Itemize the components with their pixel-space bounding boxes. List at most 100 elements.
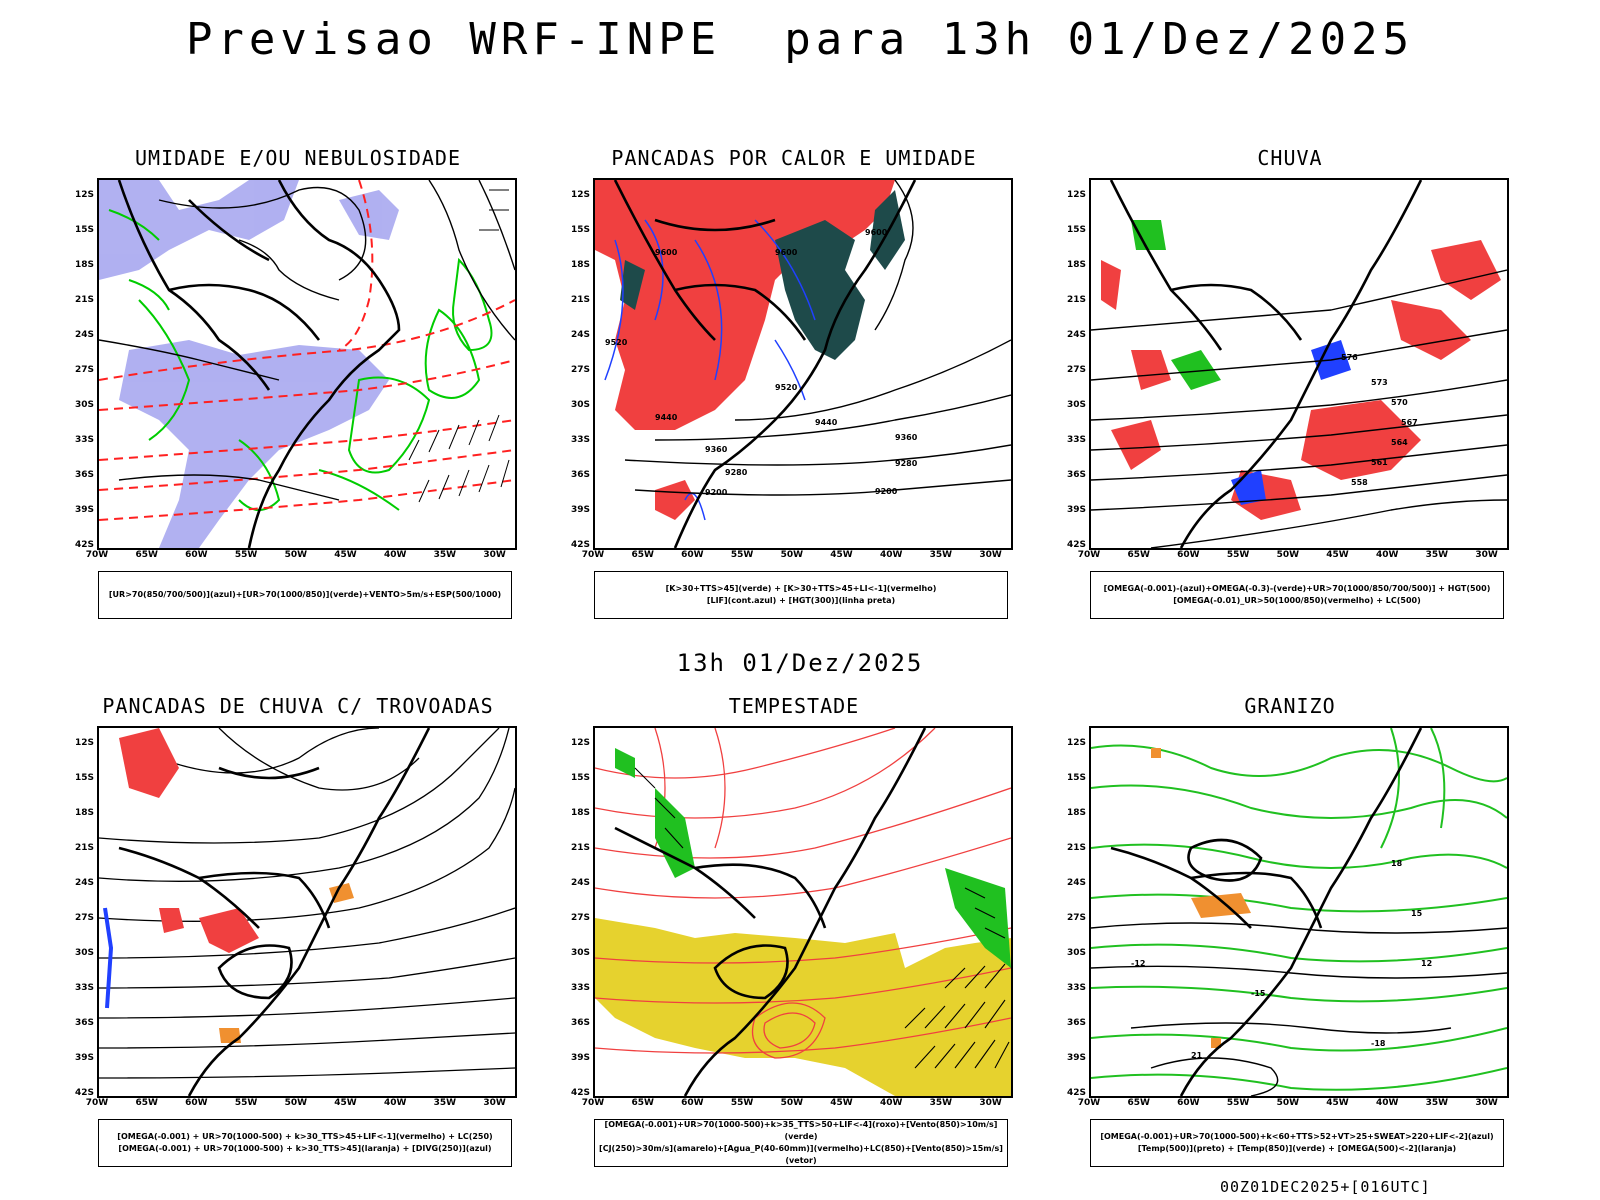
svg-text:9280: 9280 xyxy=(725,468,748,477)
svg-text:9200: 9200 xyxy=(875,487,898,496)
lon-tick-label: 55W xyxy=(1226,1098,1250,1108)
lat-tick-label: 12S xyxy=(570,738,590,748)
coastline-borders xyxy=(614,728,927,1096)
lat-tick-label: 39S xyxy=(570,505,590,515)
lat-tick-label: 30S xyxy=(74,948,94,958)
lon-tick-label: 35W xyxy=(1425,550,1449,560)
svg-text:570: 570 xyxy=(1391,398,1408,407)
lat-tick-label: 27S xyxy=(1066,913,1086,923)
svg-text:-15: -15 xyxy=(1251,989,1266,998)
lon-tick-label: 65W xyxy=(1127,1098,1150,1108)
lat-tick-label: 39S xyxy=(74,1053,94,1063)
wind-vectors xyxy=(634,767,1010,1069)
svg-text:9440: 9440 xyxy=(655,413,678,422)
lon-tick-label: 35W xyxy=(433,550,457,560)
main-title: Previsao WRF-INPE para 13h 01/Dez/2025 xyxy=(185,14,1415,65)
lat-tick-label: 21S xyxy=(1066,295,1086,305)
lon-tick-label: 65W xyxy=(631,1098,654,1108)
red-storm-patches xyxy=(119,728,259,953)
lat-tick-label: 21S xyxy=(570,843,590,853)
lon-tick-label: 45W xyxy=(1326,550,1349,560)
lat-tick-label: 12S xyxy=(1066,738,1086,748)
temp-labels: 18 15 12 -12 -15 -18 21 xyxy=(1131,859,1432,1060)
lon-tick-label: 35W xyxy=(929,550,953,560)
lon-tick-label: 35W xyxy=(1425,1098,1449,1108)
lon-tick-label: 55W xyxy=(234,1098,258,1108)
lat-tick-label: 42S xyxy=(570,1088,590,1098)
lat-tick-label: 24S xyxy=(570,878,590,888)
lon-tick-label: 30W xyxy=(979,1098,1002,1108)
lon-tick-label: 60W xyxy=(1177,550,1200,560)
lat-tick-label: 42S xyxy=(1066,1088,1086,1098)
yellow-jet-fill xyxy=(595,918,1011,1096)
lat-tick-label: 18S xyxy=(570,808,590,818)
lat-tick-label: 33S xyxy=(74,983,94,993)
coastline-borders xyxy=(118,728,431,1096)
lat-tick-label: 21S xyxy=(1066,843,1086,853)
svg-text:9360: 9360 xyxy=(705,445,728,454)
svg-text:-12: -12 xyxy=(1131,959,1145,968)
lon-tick-label: 65W xyxy=(631,550,654,560)
lon-tick-label: 50W xyxy=(780,550,804,560)
svg-text:18: 18 xyxy=(1391,859,1403,868)
wind-arrows xyxy=(408,189,510,503)
svg-text:9200: 9200 xyxy=(705,488,728,497)
svg-text:12: 12 xyxy=(1421,959,1432,968)
lat-tick-label: 24S xyxy=(74,878,94,888)
svg-text:567: 567 xyxy=(1401,418,1418,427)
coastline-borders xyxy=(117,180,401,548)
lon-tick-label: 45W xyxy=(334,1098,357,1108)
blue-divergence xyxy=(103,907,114,1009)
lat-tick-label: 27S xyxy=(1066,365,1086,375)
legend-trovoadas: [OMEGA(-0.001) + UR>70(1000-500) + k>30_… xyxy=(98,1119,512,1167)
panel-title-trovoadas: PANCADAS DE CHUVA C/ TROVOADAS xyxy=(102,694,494,718)
lat-tick-label: 30S xyxy=(570,948,590,958)
red-dashed-isolines xyxy=(99,180,515,521)
svg-text:9520: 9520 xyxy=(775,383,798,392)
lon-tick-label: 55W xyxy=(730,550,754,560)
lon-tick-label: 65W xyxy=(135,1098,158,1108)
lon-tick-label: 45W xyxy=(1326,1098,1349,1108)
blue-green-patches xyxy=(1131,220,1351,505)
lon-tick-label: 70W xyxy=(581,1098,605,1108)
lon-tick-label: 30W xyxy=(1475,1098,1498,1108)
lon-tick-label: 50W xyxy=(1276,550,1300,560)
lon-tick-label: 65W xyxy=(135,550,158,560)
lon-tick-label: 30W xyxy=(483,550,506,560)
lat-tick-label: 33S xyxy=(570,435,590,445)
lon-tick-label: 60W xyxy=(185,550,208,560)
lat-tick-label: 18S xyxy=(74,260,94,270)
map-chuva: 576 573 570 567 564 561 558 xyxy=(1089,178,1509,550)
svg-text:9600: 9600 xyxy=(865,228,888,237)
lon-tick-label: 40W xyxy=(383,550,407,560)
map-tempestade xyxy=(593,726,1013,1098)
svg-text:561: 561 xyxy=(1371,458,1388,467)
black-isobars xyxy=(99,180,515,501)
hgt-contours xyxy=(624,180,1011,496)
lat-tick-label: 24S xyxy=(1066,878,1086,888)
black-temp500-contours xyxy=(1091,922,1507,1096)
lat-tick-label: 30S xyxy=(1066,400,1086,410)
lat-tick-label: 12S xyxy=(570,190,590,200)
lon-tick-label: 35W xyxy=(433,1098,457,1108)
lon-tick-label: 40W xyxy=(1375,550,1399,560)
lat-tick-label: 36S xyxy=(570,470,590,480)
lon-tick-label: 30W xyxy=(1475,550,1498,560)
lat-tick-label: 18S xyxy=(1066,260,1086,270)
lon-tick-label: 50W xyxy=(1276,1098,1300,1108)
lon-tick-label: 70W xyxy=(1077,550,1101,560)
lat-tick-label: 33S xyxy=(74,435,94,445)
lon-tick-label: 70W xyxy=(85,1098,109,1108)
legend-tempestade: [OMEGA(-0.001)+UR>70(1000-500)+k>35_TTS>… xyxy=(594,1119,1008,1167)
lat-tick-label: 15S xyxy=(1066,225,1086,235)
lat-tick-label: 12S xyxy=(74,190,94,200)
legend-umidade: [UR>70(850/700/500)](azul)+[UR>70(1000/8… xyxy=(98,571,512,619)
lat-tick-label: 42S xyxy=(1066,540,1086,550)
lat-tick-label: 39S xyxy=(570,1053,590,1063)
lon-tick-label: 45W xyxy=(830,550,853,560)
svg-text:-18: -18 xyxy=(1371,1039,1386,1048)
lc-streamlines xyxy=(1091,269,1507,548)
orange-patches xyxy=(219,883,354,1043)
lat-tick-label: 27S xyxy=(74,913,94,923)
panel-title-umidade: UMIDADE E/OU NEBULOSIDADE xyxy=(134,146,462,170)
